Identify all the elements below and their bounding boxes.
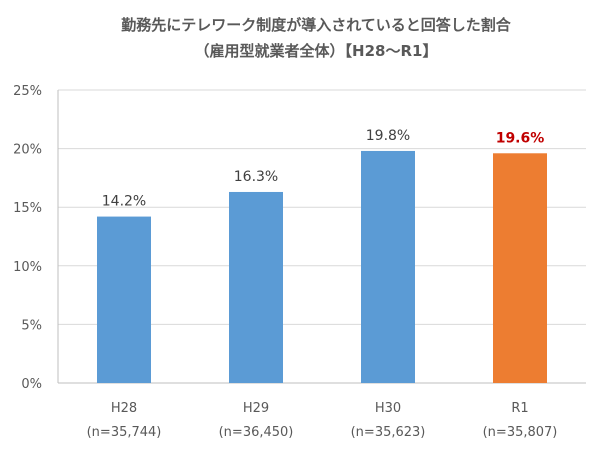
y-tick-label: 5%	[21, 318, 42, 333]
bar-H29	[229, 191, 283, 383]
x-category-sample-size: (n=35,807)	[483, 425, 558, 440]
bar-H30	[361, 150, 415, 383]
x-category-label: H29	[243, 401, 269, 416]
y-tick-label: 10%	[13, 260, 42, 275]
x-category-label: H30	[375, 401, 401, 416]
data-label: 19.8%	[366, 128, 410, 144]
y-tick-label: 15%	[13, 201, 42, 216]
x-category-label: R1	[511, 401, 528, 416]
chart-title-line-1: 勤務先にテレワーク制度が導入されていると回答した割合	[121, 16, 512, 34]
y-tick-label: 20%	[13, 143, 42, 158]
bar-H28	[97, 216, 151, 383]
data-label: 14.2%	[102, 194, 146, 210]
bar-R1	[493, 153, 547, 383]
x-category-sample-size: (n=36,450)	[219, 425, 294, 440]
x-category-label: H28	[111, 401, 137, 416]
x-category-sample-size: (n=35,623)	[351, 425, 426, 440]
x-category-sample-size: (n=35,744)	[87, 425, 162, 440]
y-tick-label: 0%	[21, 377, 42, 392]
data-label: 19.6%	[496, 130, 545, 146]
chart-title-line-2: （雇用型就業者全体）【H28〜R1】	[195, 42, 438, 60]
y-tick-label: 25%	[13, 84, 42, 99]
data-label: 16.3%	[234, 169, 278, 185]
